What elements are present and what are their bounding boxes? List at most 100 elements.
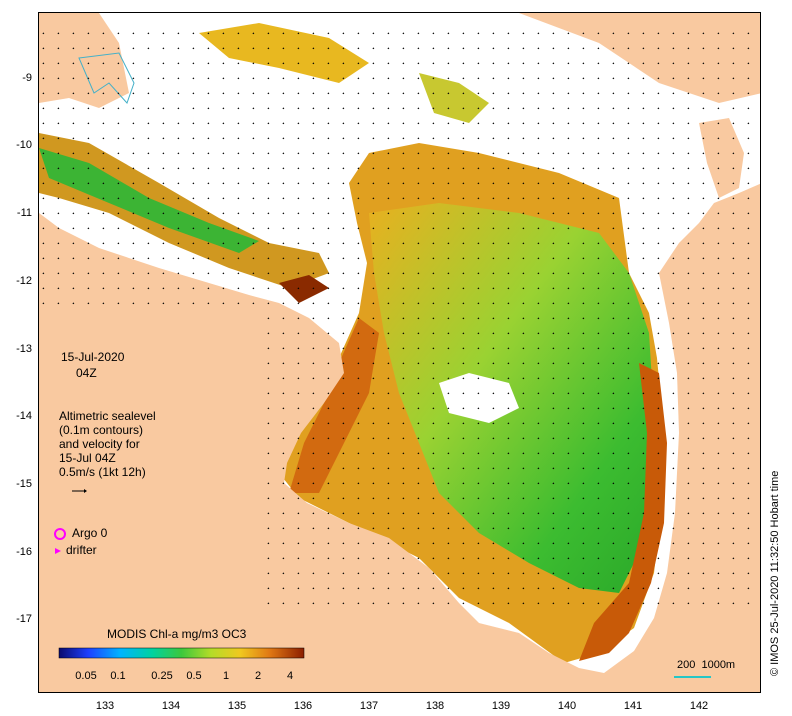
velocity-arrow (387, 467, 390, 470)
velocity-arrow (402, 602, 405, 605)
velocity-arrow (327, 272, 330, 275)
velocity-arrow (387, 137, 390, 140)
velocity-arrow (432, 287, 435, 290)
velocity-arrow (477, 47, 480, 50)
velocity-arrow (627, 497, 630, 500)
velocity-arrow (372, 182, 375, 185)
velocity-arrow (237, 272, 240, 275)
velocity-arrow (612, 302, 615, 305)
velocity-arrow (582, 302, 585, 305)
velocity-arrow (702, 257, 705, 260)
velocity-arrow (657, 452, 660, 455)
velocity-arrow (672, 482, 675, 485)
velocity-arrow (117, 122, 120, 125)
velocity-arrow (402, 497, 405, 500)
velocity-arrow (342, 122, 345, 125)
velocity-arrow (687, 437, 690, 440)
velocity-arrow (747, 437, 750, 440)
velocity-arrow (327, 227, 330, 230)
velocity-arrow (357, 527, 360, 530)
velocity-arrow (627, 542, 630, 545)
velocity-arrow (447, 587, 450, 590)
velocity-arrow (702, 317, 705, 320)
velocity-arrow (117, 92, 120, 95)
velocity-arrow (282, 272, 285, 275)
velocity-arrow (507, 512, 510, 515)
velocity-arrow (267, 497, 270, 500)
velocity-arrow (57, 77, 60, 80)
velocity-arrow (477, 62, 480, 65)
velocity-arrow (507, 347, 510, 350)
velocity-arrow (567, 437, 570, 440)
velocity-arrow (522, 152, 525, 155)
land-layer (39, 13, 760, 692)
velocity-arrow (612, 182, 615, 185)
velocity-arrow (537, 452, 540, 455)
velocity-arrow (312, 392, 315, 395)
velocity-arrow (597, 107, 600, 110)
velocity-arrow (687, 32, 690, 35)
velocity-arrow (327, 212, 330, 215)
velocity-arrow (537, 317, 540, 320)
velocity-arrow (507, 32, 510, 35)
velocity-arrow (657, 512, 660, 515)
velocity-arrow (642, 62, 645, 65)
velocity-arrow (72, 137, 75, 140)
velocity-arrow (612, 212, 615, 215)
velocity-arrow (372, 572, 375, 575)
velocity-arrow (282, 497, 285, 500)
velocity-arrow (447, 77, 450, 80)
velocity-arrow (642, 587, 645, 590)
velocity-arrow (432, 422, 435, 425)
velocity-arrow (267, 257, 270, 260)
velocity-arrow (432, 32, 435, 35)
velocity-arrow (147, 227, 150, 230)
velocity-arrow (252, 77, 255, 80)
velocity-arrow (147, 257, 150, 260)
velocity-arrow (477, 542, 480, 545)
velocity-arrow (282, 122, 285, 125)
velocity-arrow (72, 107, 75, 110)
velocity-arrow (612, 362, 615, 365)
velocity-arrow (507, 242, 510, 245)
velocity-arrow (522, 542, 525, 545)
velocity-arrow (282, 377, 285, 380)
velocity-arrow (492, 137, 495, 140)
velocity-arrow (387, 107, 390, 110)
velocity-arrow (732, 392, 735, 395)
velocity-arrow (732, 482, 735, 485)
velocity-arrow (672, 497, 675, 500)
velocity-arrow (432, 317, 435, 320)
velocity-arrow (267, 242, 270, 245)
velocity-arrow (537, 92, 540, 95)
velocity-arrow (312, 167, 315, 170)
argo-label: Argo 0 (72, 526, 108, 540)
velocity-arrow (597, 77, 600, 80)
velocity-arrow (687, 62, 690, 65)
velocity-arrow (177, 272, 180, 275)
velocity-arrow (627, 392, 630, 395)
velocity-arrow (312, 557, 315, 560)
velocity-arrow (477, 317, 480, 320)
velocity-arrow (327, 497, 330, 500)
velocity-arrow (372, 212, 375, 215)
velocity-arrow (237, 47, 240, 50)
velocity-arrow (72, 212, 75, 215)
velocity-arrow (312, 452, 315, 455)
velocity-arrow (732, 587, 735, 590)
velocity-arrow (537, 377, 540, 380)
velocity-arrow (537, 77, 540, 80)
velocity-arrow (297, 182, 300, 185)
velocity-arrow (717, 227, 720, 230)
velocity-arrow (372, 317, 375, 320)
velocity-arrow (207, 242, 210, 245)
velocity-arrow (747, 152, 750, 155)
velocity-arrow (627, 107, 630, 110)
velocity-arrow (642, 347, 645, 350)
velocity-arrow (57, 197, 60, 200)
velocity-arrow (567, 227, 570, 230)
velocity-arrow (387, 407, 390, 410)
velocity-arrow (597, 437, 600, 440)
velocity-arrow (267, 77, 270, 80)
velocity-arrow (417, 542, 420, 545)
